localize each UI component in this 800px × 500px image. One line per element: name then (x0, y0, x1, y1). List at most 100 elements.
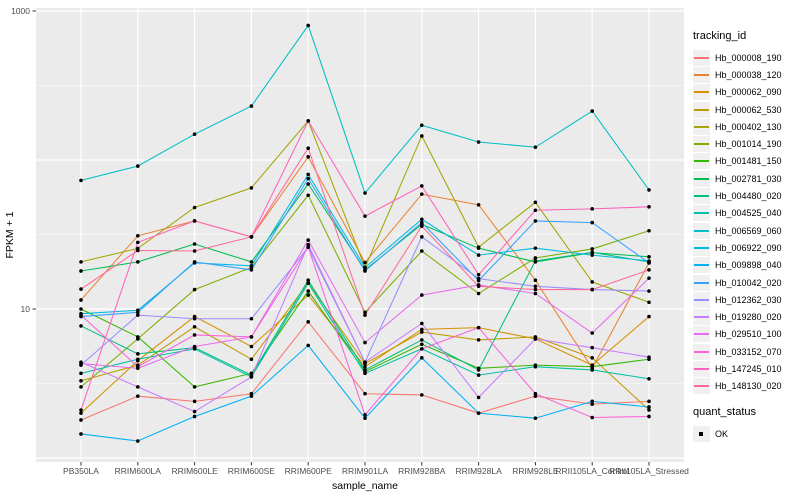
data-point (533, 284, 538, 289)
data-point (79, 411, 83, 415)
legend-item-Hb_029510_100: Hb_029510_100 (693, 326, 799, 343)
legend-item-quant-ok: OK (693, 425, 799, 442)
x-tick-label: RRIM928LE (512, 466, 559, 476)
data-point (306, 245, 311, 249)
data-point (136, 385, 140, 389)
legend-line-swatch (693, 84, 710, 101)
data-point (647, 255, 651, 259)
data-point (533, 391, 538, 396)
legend-label: Hb_001014_190 (715, 139, 782, 150)
data-point (590, 364, 594, 369)
data-point (476, 411, 481, 415)
legend-label: Hb_004525_040 (715, 208, 782, 219)
data-point (79, 307, 83, 311)
legend-label: Hb_000008_190 (715, 52, 782, 63)
x-tick-label: RRIM901LA (342, 466, 389, 476)
data-point (249, 186, 254, 190)
data-point (79, 432, 83, 436)
legend-label: Hb_000402_130 (715, 121, 782, 132)
data-point (306, 155, 311, 159)
data-point (647, 205, 651, 209)
data-point (136, 248, 140, 253)
data-point (192, 344, 197, 349)
legend-line-swatch (693, 239, 710, 256)
data-point (476, 291, 481, 296)
data-point (476, 272, 481, 277)
legend-item-Hb_000062_530: Hb_000062_530 (693, 101, 799, 118)
data-point (192, 260, 197, 264)
data-point (249, 335, 254, 339)
data-point (647, 188, 651, 192)
legend-item-Hb_000038_120: Hb_000038_120 (693, 66, 799, 83)
data-point (420, 249, 424, 253)
data-point (192, 219, 197, 223)
data-point (136, 260, 140, 264)
data-point (590, 402, 594, 406)
data-point (79, 178, 83, 183)
data-point (647, 377, 651, 381)
data-point (533, 259, 538, 263)
data-point (192, 205, 197, 210)
data-point (420, 356, 424, 360)
data-point (647, 228, 651, 233)
data-point (363, 310, 367, 315)
data-point (363, 371, 367, 376)
legend-line-swatch (693, 188, 710, 205)
x-tick-label: RRIM600PE (285, 466, 333, 476)
legend-label: Hb_006569_060 (715, 225, 782, 236)
data-point (136, 310, 140, 315)
data-point (590, 287, 594, 292)
data-point (647, 300, 651, 305)
data-point (476, 140, 481, 144)
data-point (363, 416, 367, 420)
data-point (249, 394, 254, 398)
data-point (647, 399, 651, 404)
data-point (79, 298, 83, 302)
data-point (476, 395, 481, 400)
data-point (136, 233, 140, 238)
data-point (476, 276, 481, 281)
data-point (249, 235, 254, 239)
data-point (363, 260, 367, 265)
data-point (476, 325, 481, 330)
x-tick-label: RRII105LA_Stressed (609, 466, 689, 476)
data-point (420, 192, 424, 196)
data-point (192, 324, 197, 329)
data-point (420, 393, 424, 397)
data-point (363, 340, 367, 345)
plot-panel (36, 8, 684, 462)
data-point (136, 364, 140, 369)
data-point (306, 278, 311, 283)
legend-label: Hb_009898_040 (715, 260, 782, 271)
data-point (533, 145, 538, 149)
data-point (363, 265, 367, 270)
legend-label: Hb_029510_100 (715, 329, 782, 340)
data-point (647, 289, 651, 293)
legend-line-swatch (693, 170, 710, 187)
data-point (476, 338, 481, 342)
data-point (590, 207, 594, 211)
data-point (590, 415, 594, 420)
data-point (136, 240, 140, 245)
data-point (192, 399, 197, 404)
legend-label: Hb_000062_090 (715, 87, 782, 98)
data-point (192, 333, 197, 337)
legend-item-Hb_001014_190: Hb_001014_190 (693, 135, 799, 153)
data-point (363, 269, 367, 273)
legend-line-swatch (693, 309, 710, 326)
data-point (420, 123, 424, 128)
legend-item-Hb_004480_020: Hb_004480_020 (693, 187, 799, 205)
data-point (79, 313, 83, 317)
data-point (79, 418, 83, 422)
legend-item-Hb_012362_030: Hb_012362_030 (693, 291, 799, 308)
data-point (363, 360, 367, 364)
x-tick-label: RRIM600LE (171, 466, 218, 476)
data-point (306, 182, 311, 186)
legend-item-Hb_004525_040: Hb_004525_040 (693, 205, 799, 222)
legend-label: OK (715, 428, 729, 439)
data-point (590, 399, 594, 404)
y-tick-label: 10 (21, 304, 31, 314)
legend-line-swatch (693, 101, 710, 118)
data-point (306, 320, 311, 324)
data-point (533, 287, 538, 292)
